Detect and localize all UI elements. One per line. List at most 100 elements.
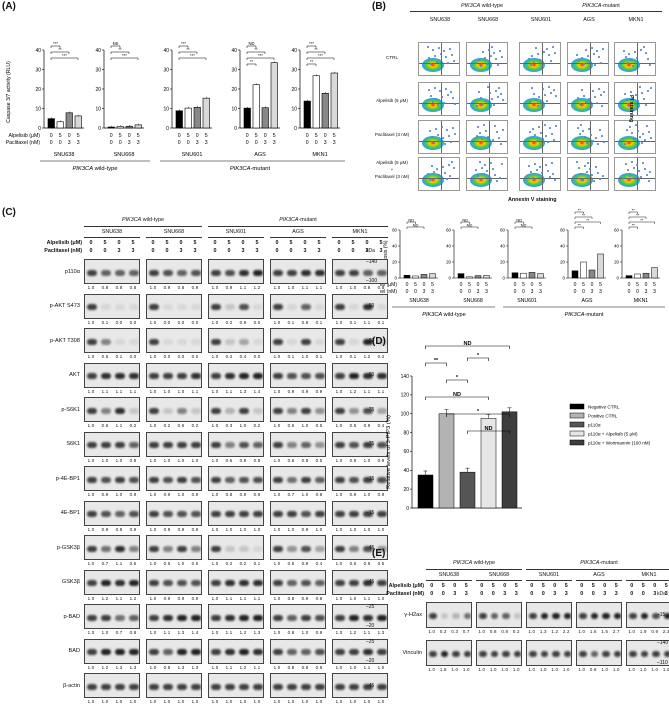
blot-quant: 1.0 [84, 320, 98, 325]
b-ytick-label: 40 [392, 244, 397, 249]
d-ytick-label: 120 [401, 393, 410, 399]
flow-event [480, 97, 482, 99]
blot-quant: 1.0 [188, 699, 202, 704]
a-ytick-label-1: 30 [95, 67, 101, 73]
blot-11-SNU638 [84, 639, 140, 664]
blot-cell-line [270, 237, 326, 238]
flow-ylabel: PI staining [628, 95, 634, 122]
blot-band [115, 373, 125, 379]
a-ytick-label-2: 40 [163, 48, 169, 54]
a-bar-SNU668-2 [126, 126, 133, 128]
blot-group-line [84, 226, 202, 227]
flow-event [486, 63, 488, 65]
blot-quant: 1.2 [98, 596, 112, 601]
blot-band [429, 613, 437, 619]
a-pac-1-2: 3 [128, 140, 131, 146]
d-sig: ND [453, 392, 461, 398]
blot-quant: 0.9 [160, 285, 174, 290]
flow-event [589, 61, 591, 63]
blot-band [225, 339, 235, 345]
b-pac: 0 [406, 289, 409, 295]
blot-7-SNU638 [84, 501, 140, 526]
b-alp: 5 [653, 282, 656, 288]
blot-row-label-1: p-AKT S473 [20, 303, 80, 309]
blot-pac-value: 0 [146, 248, 160, 254]
flow-gate-h [419, 103, 459, 104]
flow-event [594, 96, 596, 98]
blot-6-SNU638 [84, 466, 140, 491]
blot-quant: 1.0 [146, 389, 160, 394]
flow-event [554, 179, 556, 181]
blot-quant: 0.6 [126, 561, 140, 566]
b-ytick-label: 0 [503, 276, 506, 281]
blot-quant: 1.0 [346, 285, 360, 290]
a-sig: ** [314, 47, 318, 52]
a-bar-AGS-1 [253, 85, 260, 128]
flow-event [445, 56, 447, 58]
blot-row-label-8: p-GSK3β [20, 545, 80, 551]
blot-quant: 1.0 [346, 665, 360, 670]
blot-alp-value: 0 [526, 583, 538, 589]
blot-cell-SNU638: SNU638 [84, 229, 140, 235]
blot-alp-value: 5 [611, 583, 623, 589]
a-alp-3-1: 5 [255, 133, 258, 139]
flow-col-header-AGS: AGS [567, 17, 611, 23]
blot-quant: 0.9 [160, 527, 174, 532]
blot-band [301, 270, 311, 276]
b-alp: 5 [468, 282, 471, 288]
flow-event [637, 100, 639, 102]
blot-band [629, 613, 637, 619]
blot-quant: 1.0 [270, 665, 284, 670]
flow-event [645, 104, 647, 106]
flow-event [629, 126, 631, 128]
flow-gate-h [568, 63, 608, 64]
flow-event [430, 95, 432, 97]
a-ytick-label-0: 40 [35, 48, 41, 54]
flow-event [498, 137, 500, 139]
flow-event [431, 165, 433, 167]
b-ytick-label: 40 [500, 244, 505, 249]
blot-quant: 0.9 [160, 596, 174, 601]
b-group-gene: PIK3CA [565, 312, 585, 318]
blot-band [315, 684, 325, 690]
b-ytick-label: 0 [449, 276, 452, 281]
blot-band [129, 442, 139, 448]
blot-quant: 0.9 [360, 561, 374, 566]
blot-quant: 1.0 [84, 423, 98, 428]
blot-quant: 1.0 [208, 596, 222, 601]
blot-quant: 0.9 [346, 458, 360, 463]
panel-d-chart: Relative levels of 3-PIP3 (%)02040608010… [372, 340, 669, 525]
a-bar-SNU668-1 [117, 126, 124, 128]
a-alp-2-2: 0 [196, 133, 199, 139]
flow-event [545, 135, 547, 137]
blot-0-AGS [576, 602, 622, 628]
blot-quant: 1.0 [250, 527, 264, 532]
d-legend-label-4: p110α + Wortmannin (100 nM) [588, 441, 651, 446]
a-cell-label-2: SNU601 [182, 152, 203, 158]
flow-event [498, 87, 500, 89]
b-sig: ND [521, 222, 527, 227]
d-ytick-label: 20 [403, 487, 409, 493]
blot-quant: 0.8 [499, 629, 511, 634]
flow-event [431, 136, 433, 138]
flow-event [477, 175, 479, 177]
blot-band [253, 649, 263, 655]
blot-6-AGS [270, 466, 326, 491]
blot-quant: 1.6 [588, 629, 600, 634]
a-bar-AGS-0 [244, 108, 251, 128]
blot-0-SNU601 [526, 602, 572, 628]
flow-col-header-MKN1: MKN1 [614, 17, 658, 23]
blot-alp-value: 5 [284, 240, 298, 246]
blot-quant: 0.5 [346, 423, 360, 428]
blot-cell-MKN1: MKN1 [332, 229, 388, 235]
blot-quant: 1.0 [146, 320, 160, 325]
a-sig: ** [310, 59, 314, 64]
blot-quant: 1.1 [222, 389, 236, 394]
blot-band [273, 339, 283, 345]
blot-band [129, 408, 139, 414]
b-alp: 0 [514, 282, 517, 288]
a-alp-3-3: 5 [273, 133, 276, 139]
d-legend-swatch-0 [570, 404, 584, 409]
b-pac: 0 [514, 289, 517, 295]
a-ytick-label-3: 20 [231, 87, 237, 93]
